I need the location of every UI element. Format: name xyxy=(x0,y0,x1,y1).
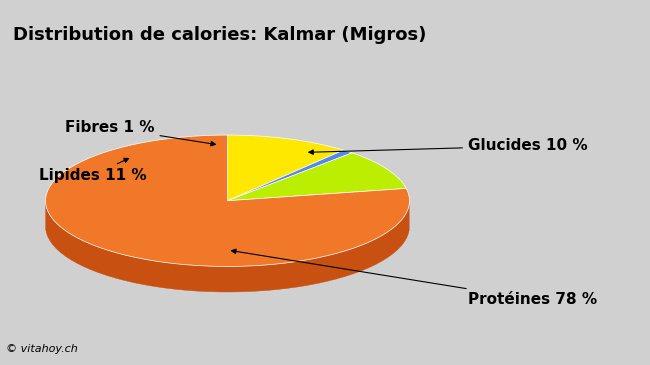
Polygon shape xyxy=(227,135,343,201)
Polygon shape xyxy=(46,204,410,292)
Text: © vitahoy.ch: © vitahoy.ch xyxy=(6,344,78,354)
Text: Lipides 11 %: Lipides 11 % xyxy=(39,158,147,183)
Polygon shape xyxy=(46,135,410,266)
Text: Glucides 10 %: Glucides 10 % xyxy=(309,138,588,154)
Polygon shape xyxy=(227,150,352,201)
Text: Distribution de calories: Kalmar (Migros): Distribution de calories: Kalmar (Migros… xyxy=(13,26,426,43)
Text: Protéines 78 %: Protéines 78 % xyxy=(231,249,597,307)
Polygon shape xyxy=(227,153,406,201)
Text: Fibres 1 %: Fibres 1 % xyxy=(65,120,215,146)
